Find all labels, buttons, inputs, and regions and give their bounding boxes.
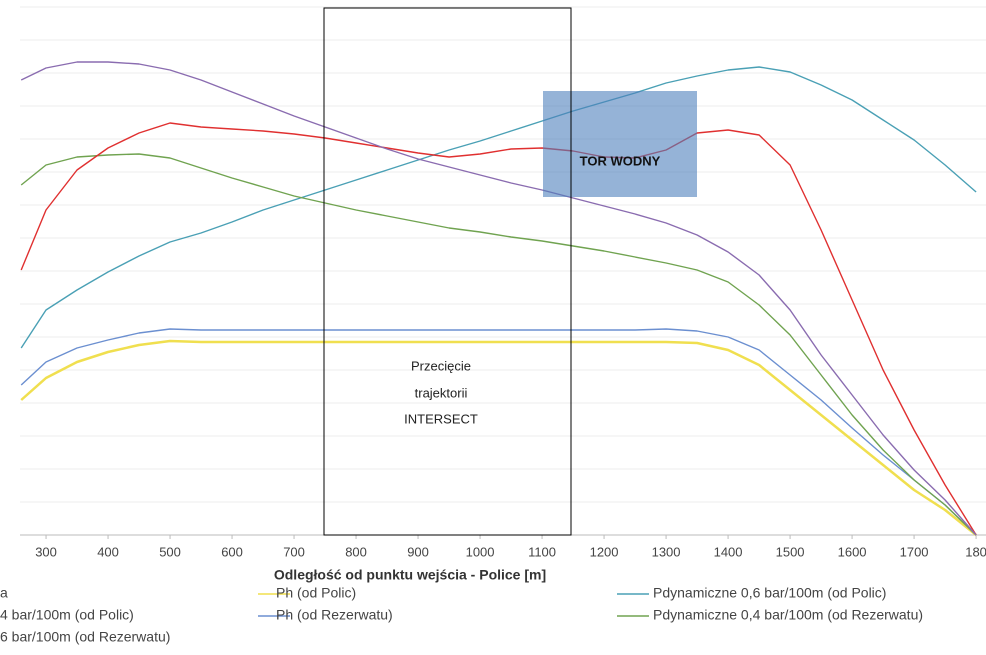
legend-label: 4 bar/100m (od Polic) xyxy=(0,607,134,623)
intersect-label: INTERSECT xyxy=(404,411,478,426)
series-line xyxy=(20,153,977,536)
intersect-label: Przecięcie xyxy=(411,358,471,373)
legend-label: 6 bar/100m (od Rezerwatu) xyxy=(0,629,170,645)
fairway-box xyxy=(543,91,697,197)
legend-label: Pdynamiczne 0,6 bar/100m (od Polic) xyxy=(653,585,886,601)
legend-label: Pdynamiczne 0,4 bar/100m (od Rezerwatu) xyxy=(653,607,923,623)
series-line xyxy=(20,122,977,536)
x-tick-label: 1000 xyxy=(466,544,495,559)
legend-fragment: a xyxy=(0,585,8,601)
legend-label: Ph (od Polic) xyxy=(276,585,356,601)
x-tick-label: 180 xyxy=(965,544,986,559)
fairway-label: TOR WODNY xyxy=(580,153,661,168)
legend-label: Ph (od Rezerwatu) xyxy=(276,607,393,623)
x-tick-label: 1500 xyxy=(776,544,805,559)
series-line xyxy=(20,61,977,536)
intersect-box xyxy=(323,7,572,536)
series-line xyxy=(20,66,977,349)
intersect-label: trajektorii xyxy=(415,385,468,400)
x-tick-label: 1400 xyxy=(714,544,743,559)
x-tick-label: 1700 xyxy=(900,544,929,559)
x-tick-label: 700 xyxy=(283,544,305,559)
series-line xyxy=(20,339,977,536)
x-tick-label: 1600 xyxy=(838,544,867,559)
lines xyxy=(20,61,977,536)
series-line xyxy=(20,328,977,536)
x-tick-label: 900 xyxy=(407,544,429,559)
grid xyxy=(20,6,986,539)
x-tick-label: 1200 xyxy=(590,544,619,559)
x-tick-label: 1100 xyxy=(528,544,556,559)
x-tick-label: 1300 xyxy=(652,544,681,559)
x-tick-label: 300 xyxy=(35,544,57,559)
x-tick-label: 500 xyxy=(159,544,181,559)
x-tick-label: 600 xyxy=(221,544,243,559)
x-axis-title: Odległość od punktu wejścia - Police [m] xyxy=(274,567,546,583)
x-tick-label: 800 xyxy=(345,544,367,559)
x-tick-label: 400 xyxy=(97,544,119,559)
